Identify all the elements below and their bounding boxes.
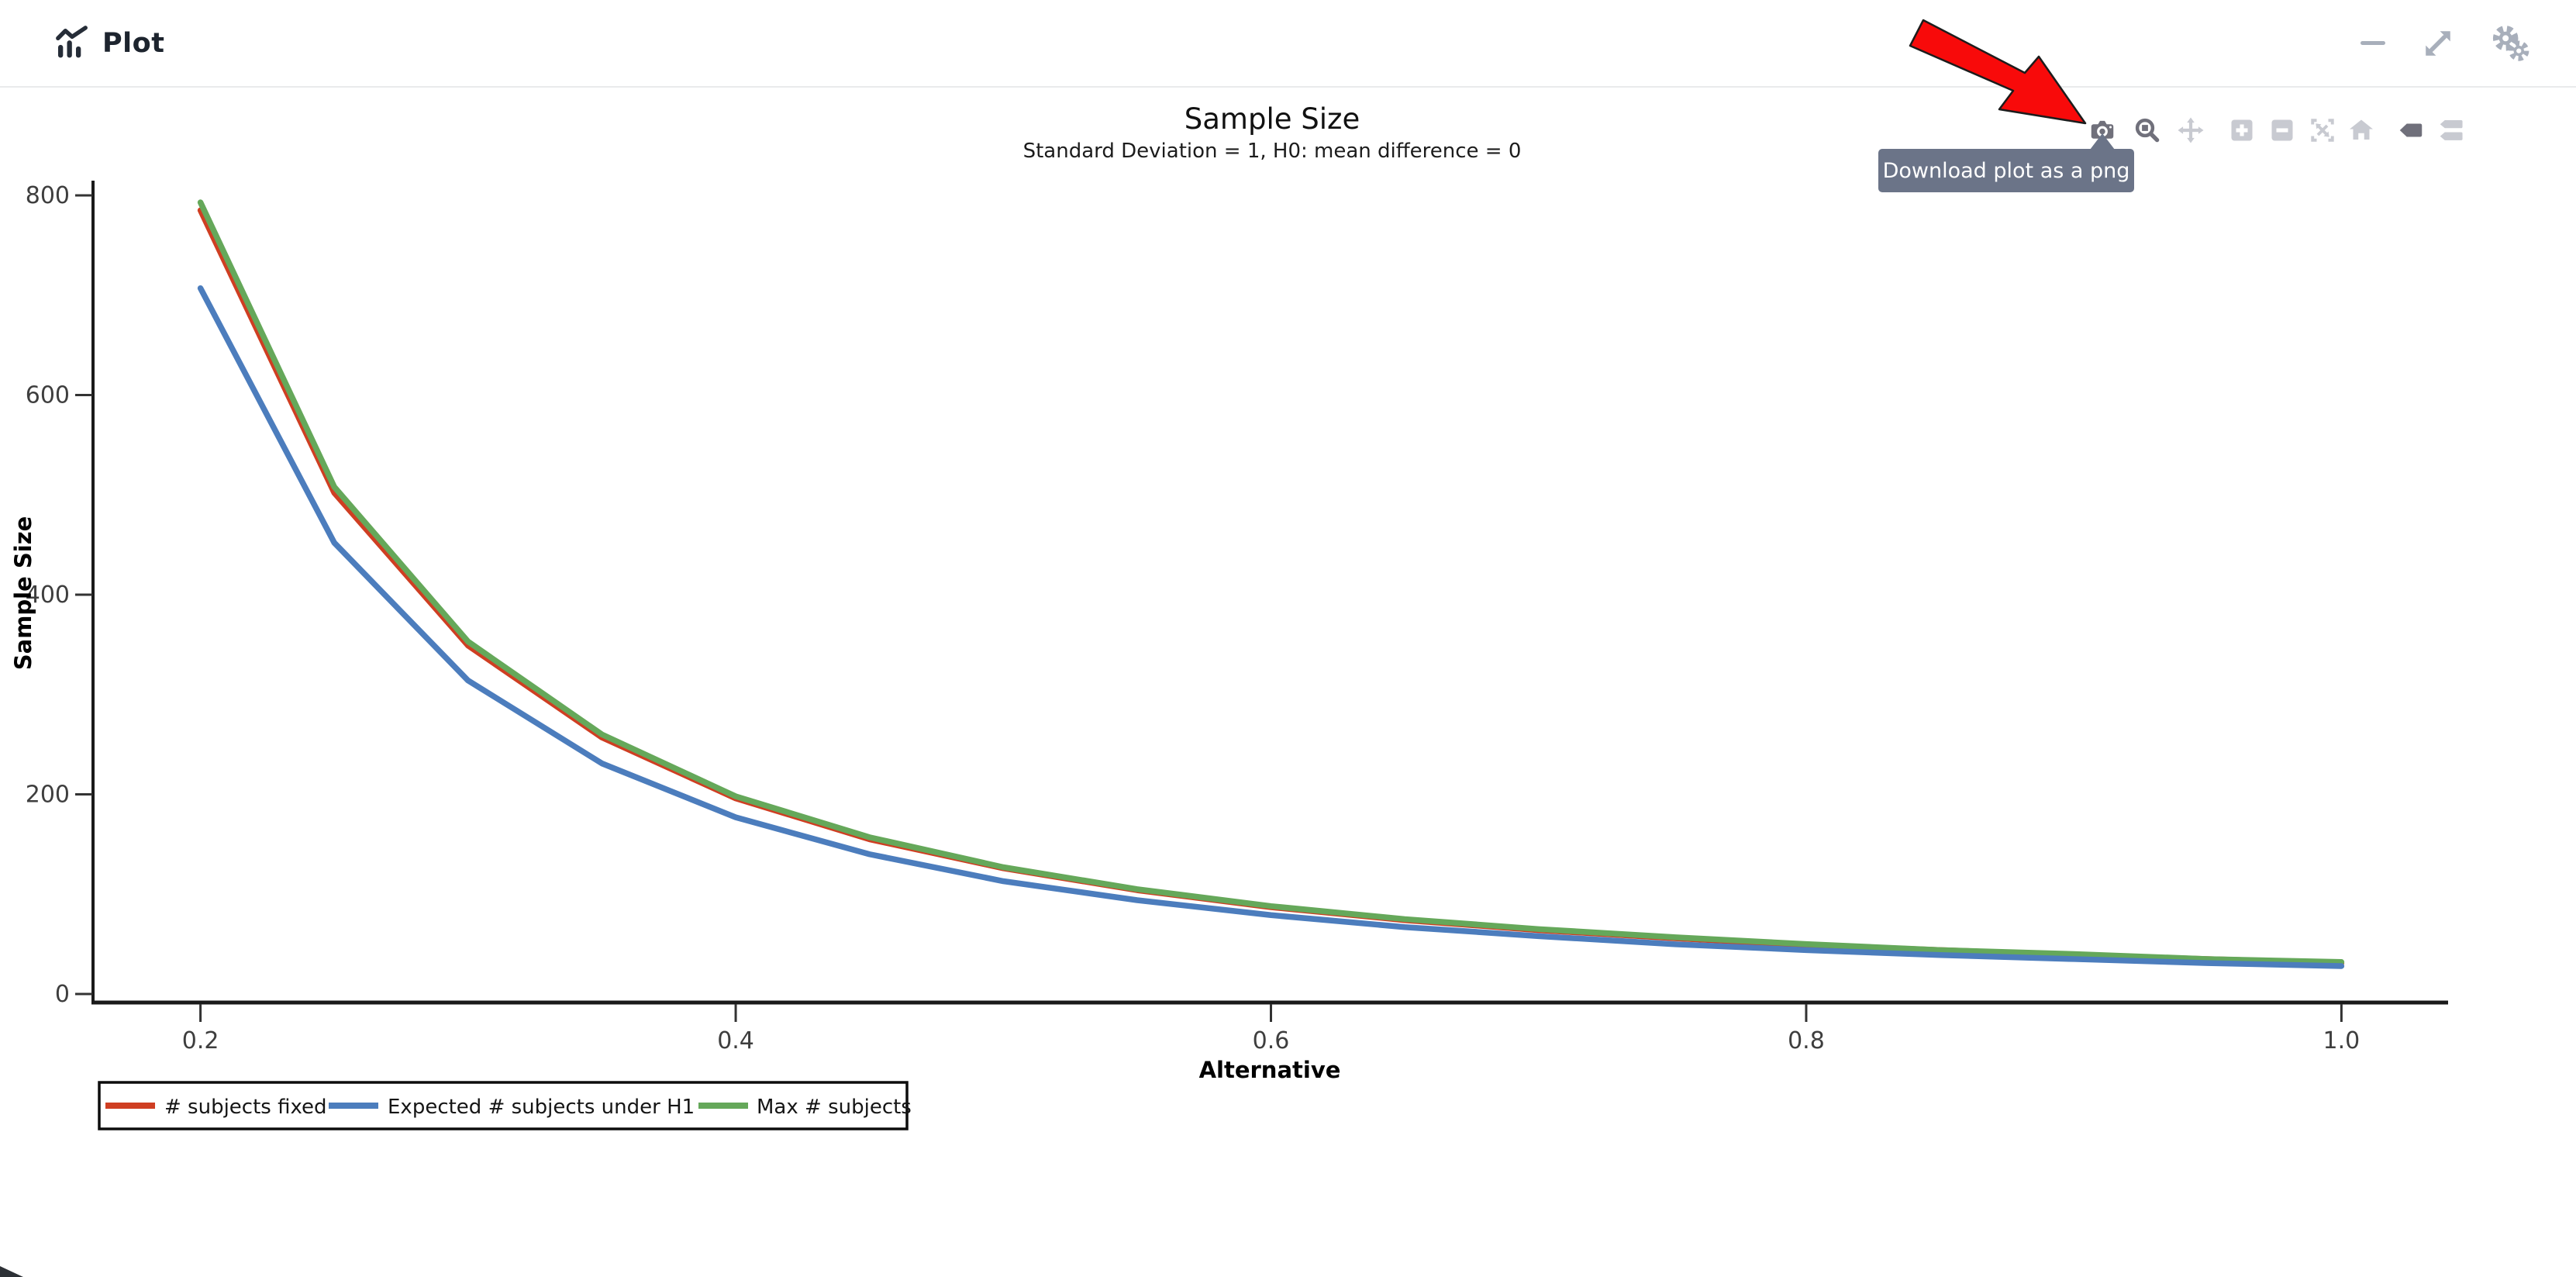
- chart-subtitle: Standard Deviation = 1, H0: mean differe…: [1023, 140, 1522, 163]
- autoscale-button[interactable]: [2305, 113, 2340, 147]
- minimize-icon[interactable]: [2360, 41, 2385, 45]
- series-line-2: [197, 199, 2345, 965]
- x-axis-title: Alternative: [1199, 1057, 1341, 1083]
- y-tick-label: 0: [55, 981, 70, 1008]
- x-tick-label: 0.6: [1253, 1027, 1290, 1054]
- hover-compare-button[interactable]: [2434, 113, 2468, 147]
- chart-title: Sample Size: [1185, 102, 1360, 136]
- bottom-left-artifact: [0, 1266, 23, 1277]
- app-title: Plot: [102, 27, 165, 59]
- plot-canvas[interactable]: Sample Size Standard Deviation = 1, H0: m…: [0, 0, 2576, 1210]
- reset-axes-button[interactable]: [2344, 113, 2378, 147]
- home-icon: [2350, 119, 2373, 140]
- y-tick-label: 200: [26, 782, 70, 809]
- zoom-mode-button[interactable]: [2130, 113, 2164, 147]
- tooltip-arrow: [2090, 133, 2115, 150]
- hover-double-tag-icon: [2440, 119, 2463, 140]
- zoom-box-icon: [2135, 118, 2160, 143]
- legend-label-2[interactable]: Max # subjects: [757, 1096, 912, 1119]
- x-tick-label: 0.4: [717, 1027, 754, 1054]
- legend-box: [98, 1081, 909, 1130]
- download-tooltip: Download plot as a png: [1878, 149, 2134, 192]
- y-tick-label: 800: [26, 182, 70, 209]
- plot-logo-icon: [56, 25, 88, 57]
- y-tick-label: 400: [26, 582, 70, 609]
- zoom-in-button[interactable]: [2225, 113, 2259, 147]
- pan-mode-button[interactable]: [2174, 113, 2208, 147]
- legend-label-0[interactable]: # subjects fixed: [164, 1096, 327, 1119]
- hover-single-tag-icon: [2399, 123, 2423, 137]
- legend-label-1[interactable]: Expected # subjects under H1: [388, 1096, 695, 1119]
- x-tick-label: 0.2: [182, 1027, 219, 1054]
- settings-gears-icon[interactable]: [2491, 24, 2529, 63]
- autoscale-icon: [2311, 119, 2334, 142]
- series-line-0: [197, 207, 2345, 966]
- hover-closest-button[interactable]: [2394, 113, 2428, 147]
- x-tick-label: 1.0: [2323, 1027, 2360, 1054]
- y-tick-label: 600: [26, 382, 70, 409]
- pan-arrows-icon: [2178, 117, 2204, 143]
- y-axis-title: Sample Size: [10, 516, 36, 671]
- x-tick-label: 0.8: [1788, 1027, 1825, 1054]
- zoom-in-icon: [2231, 119, 2253, 141]
- app-header: Plot: [0, 0, 2576, 88]
- zoom-out-icon: [2271, 119, 2293, 141]
- expand-icon[interactable]: [2421, 26, 2455, 60]
- series-line-1: [197, 285, 2345, 969]
- zoom-out-button[interactable]: [2265, 113, 2299, 147]
